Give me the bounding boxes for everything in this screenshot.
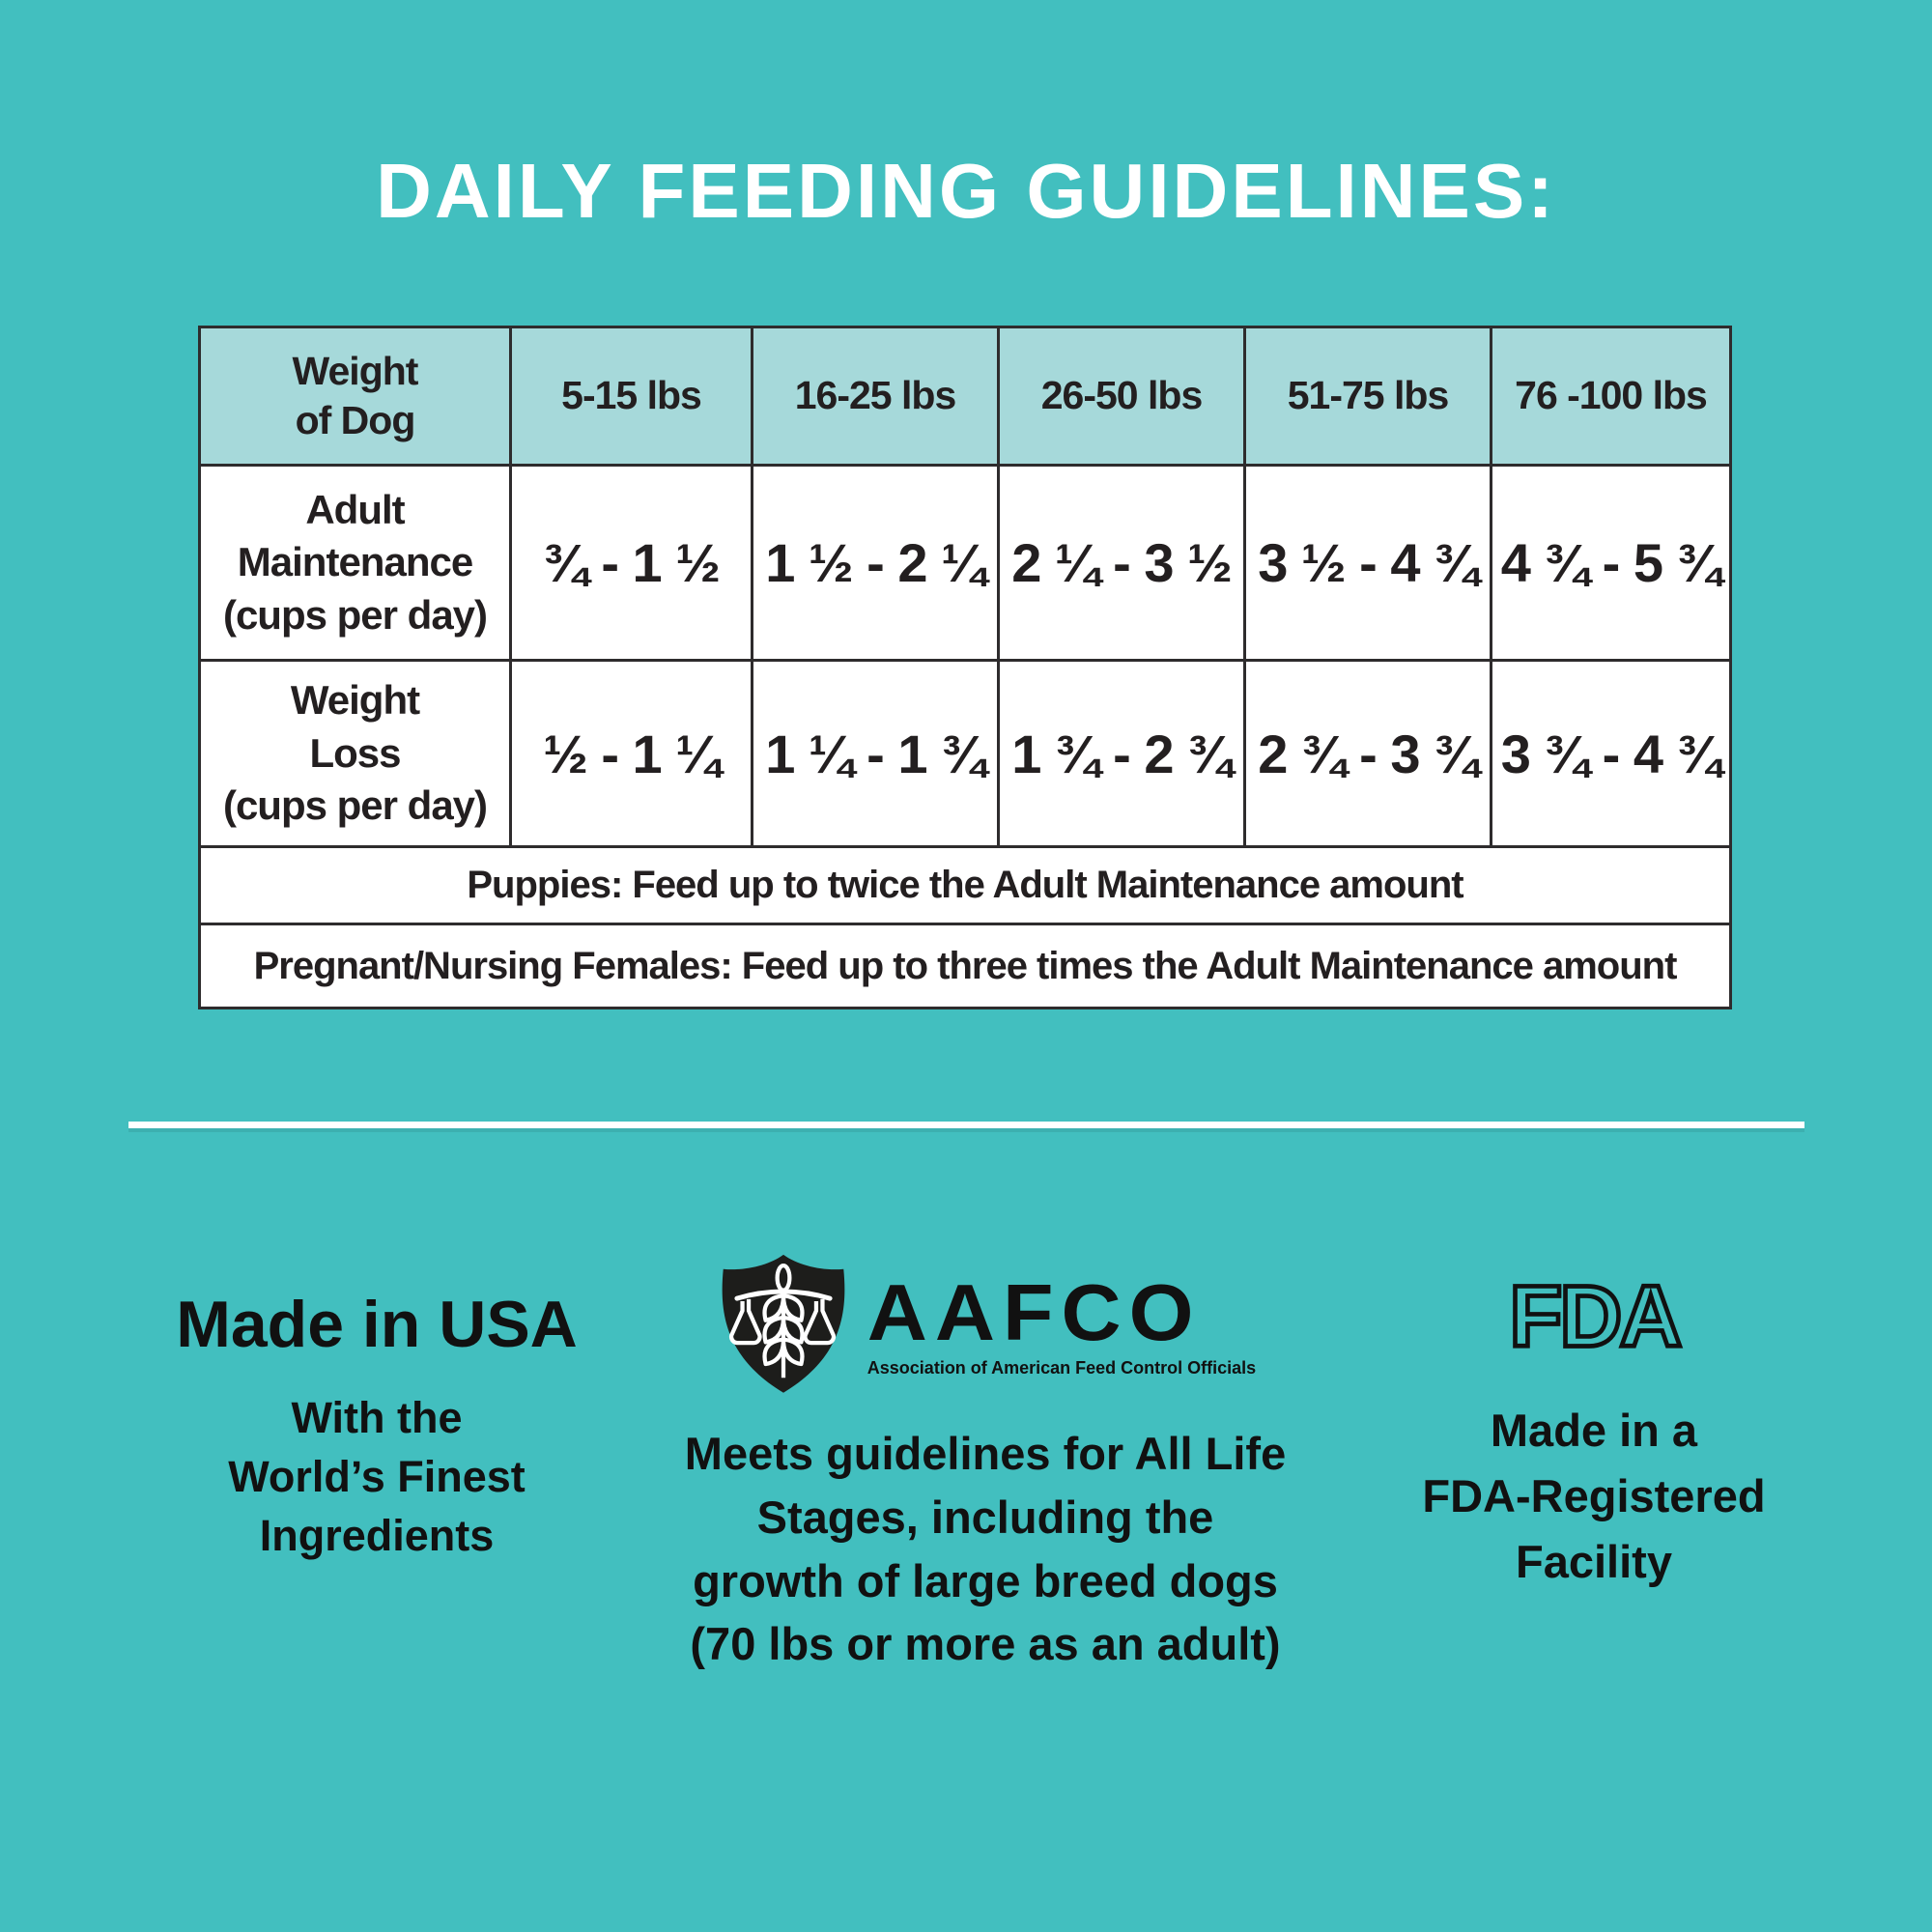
fda-description: Made in a FDA-Registered Facility [1338, 1398, 1850, 1595]
description-line: FDA-Registered [1422, 1470, 1766, 1522]
row-label-line: (cups per day) [222, 782, 488, 829]
subtext-line: With the [291, 1393, 463, 1442]
aafco-description: Meets guidelines for All Life Stages, in… [667, 1422, 1304, 1676]
table-cell: 3 ¾ - 4 ¾ [1490, 659, 1732, 848]
aafco-logo-text: AAFCO [867, 1267, 1202, 1357]
table-row-puppies-note: Puppies: Feed up to twice the Adult Main… [198, 845, 1732, 925]
table-cell: 1 ¼ - 1 ¾ [751, 659, 1000, 848]
row-label-line: Adult [305, 486, 405, 532]
table-cell: 2 ¼ - 3 ½ [997, 464, 1246, 662]
description-line: Meets guidelines for All Life [684, 1428, 1287, 1479]
table-row-adult-maintenance: Adult Maintenance (cups per day) ¾ - 1 ½… [198, 464, 1732, 662]
fda-section: FDA Made in a FDA-Registered Facility [1338, 1273, 1850, 1595]
table-cell: 1 ½ - 2 ¼ [751, 464, 1000, 662]
table-cell: 4 ¾ - 5 ¾ [1490, 464, 1732, 662]
made-in-usa-subtext: With the World’s Finest Ingredients [106, 1389, 647, 1565]
aafco-logo: AAFCO Association of American Feed Contr… [667, 1252, 1304, 1397]
svg-text:FDA: FDA [1509, 1273, 1680, 1365]
row-label-adult-maintenance: Adult Maintenance (cups per day) [198, 464, 512, 662]
description-line: Made in a [1490, 1405, 1698, 1456]
row-label-weight-loss: Weight Loss (cups per day) [198, 659, 512, 848]
header-line: of Dog [295, 398, 416, 442]
fda-logo-icon: FDA [1507, 1273, 1685, 1365]
table-cell: 2 ¾ - 3 ¾ [1243, 659, 1492, 848]
aafco-section: AAFCO Association of American Feed Contr… [667, 1252, 1304, 1676]
table-row-weight-loss: Weight Loss (cups per day) ½ - 1 ¼ 1 ¼ -… [198, 659, 1732, 848]
column-header: 26-50 lbs [997, 326, 1246, 467]
description-line: growth of large breed dogs [693, 1554, 1278, 1606]
divider-line [128, 1122, 1804, 1128]
table-cell: ¾ - 1 ½ [509, 464, 753, 662]
row-label-line: (cups per day) [222, 591, 488, 638]
made-in-usa-section: Made in USA With the World’s Finest Ingr… [106, 1287, 647, 1565]
aafco-shield-icon [722, 1254, 845, 1393]
table-cell: 3 ½ - 4 ¾ [1243, 464, 1492, 662]
table-header-row: Weight of Dog 5-15 lbs 16-25 lbs 26-50 l… [198, 326, 1732, 467]
description-line: Stages, including the [756, 1491, 1214, 1543]
pregnant-nursing-note: Pregnant/Nursing Females: Feed up to thr… [198, 923, 1732, 1009]
row-label-line: Maintenance [237, 539, 473, 585]
subtext-line: World’s Finest [228, 1451, 526, 1501]
header-line: Weight [292, 348, 419, 393]
aafco-logo-subtitle: Association of American Feed Control Off… [867, 1357, 1257, 1378]
feeding-table: Weight of Dog 5-15 lbs 16-25 lbs 26-50 l… [198, 326, 1732, 1009]
column-header: 16-25 lbs [751, 326, 1000, 467]
table-cell: 1 ¾ - 2 ¾ [997, 659, 1246, 848]
description-line: (70 lbs or more as an adult) [690, 1618, 1281, 1670]
column-header: 51-75 lbs [1243, 326, 1492, 467]
description-line: Facility [1516, 1536, 1672, 1588]
column-header: 5-15 lbs [509, 326, 753, 467]
column-header: 76 -100 lbs [1490, 326, 1732, 467]
table-cell: ½ - 1 ¼ [509, 659, 753, 848]
table-row-pregnant-note: Pregnant/Nursing Females: Feed up to thr… [198, 923, 1732, 1009]
column-header-weight-of-dog: Weight of Dog [198, 326, 512, 467]
made-in-usa-heading: Made in USA [176, 1288, 578, 1361]
row-label-line: Loss [309, 729, 401, 776]
page-title: DAILY FEEDING GUIDELINES: [376, 148, 1556, 234]
puppies-note: Puppies: Feed up to twice the Adult Main… [198, 845, 1732, 925]
subtext-line: Ingredients [259, 1510, 495, 1560]
row-label-line: Weight [290, 677, 420, 724]
aafco-wordmark: AAFCO Association of American Feed Contr… [867, 1271, 1256, 1378]
